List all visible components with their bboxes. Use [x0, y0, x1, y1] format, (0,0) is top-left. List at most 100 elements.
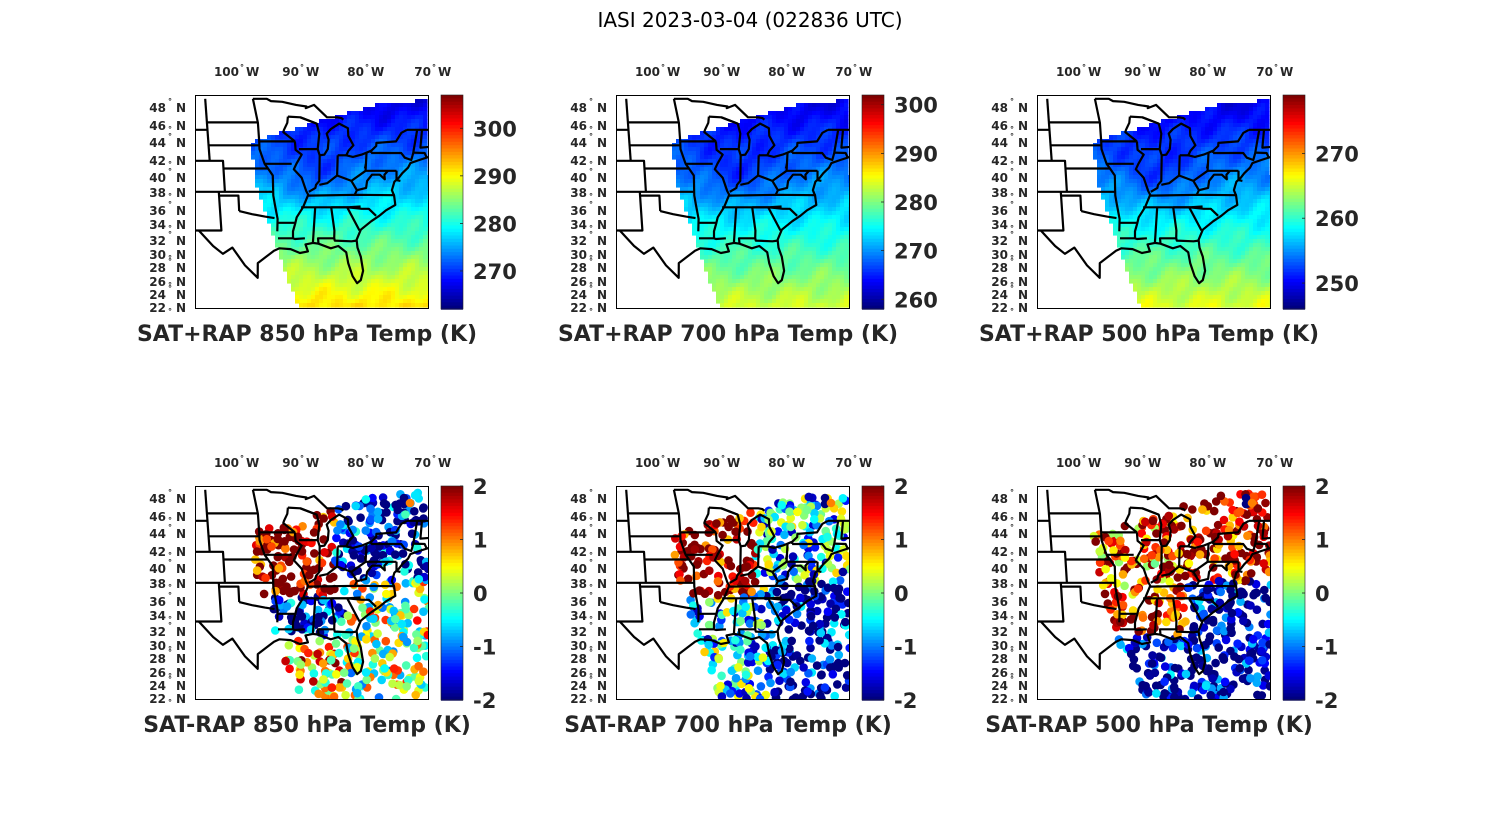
field-cell: [423, 207, 428, 212]
field-cell: [407, 247, 412, 252]
field-cell: [740, 219, 745, 224]
field-cell: [732, 279, 737, 284]
field-cell: [784, 279, 789, 284]
lat-tick-suffix: N: [597, 248, 607, 262]
field-cell: [351, 263, 356, 268]
field-cell: [788, 239, 793, 244]
field-cell: [387, 287, 392, 292]
field-cell: [756, 235, 761, 240]
field-cell: [303, 235, 308, 240]
field-cell: [764, 131, 769, 136]
field-cell: [251, 151, 256, 156]
field-cell: [427, 219, 429, 224]
field-cell: [383, 259, 388, 264]
field-cell: [760, 203, 765, 208]
lon-tick-suffix: W: [438, 65, 451, 79]
field-cell: [728, 187, 733, 192]
field-cell: [1153, 175, 1158, 180]
field-cell: [1233, 119, 1238, 124]
field-cell: [411, 131, 416, 136]
field-cell: [1257, 183, 1262, 188]
field-cell: [379, 299, 384, 304]
field-cell: [1173, 127, 1178, 132]
field-cell: [812, 215, 817, 220]
field-cell: [395, 155, 400, 160]
field-cell: [1153, 123, 1158, 128]
field-cell: [367, 231, 372, 236]
field-cell: [367, 155, 372, 160]
field-cell: [279, 215, 284, 220]
field-cell: [299, 159, 304, 164]
field-cell: [411, 243, 416, 248]
field-cell: [307, 279, 312, 284]
colorbar-swatch: [441, 272, 463, 277]
field-cell: [1205, 111, 1210, 116]
field-cell: [1241, 139, 1246, 144]
field-cell: [800, 107, 805, 112]
field-cell: [275, 159, 280, 164]
field-cell: [271, 231, 276, 236]
field-cell: [1265, 107, 1270, 112]
field-cell: [820, 195, 825, 200]
field-cell: [816, 167, 821, 172]
field-cell: [804, 299, 809, 304]
field-cell: [716, 243, 721, 248]
field-cell: [1193, 147, 1198, 152]
field-cell: [419, 111, 424, 116]
field-cell: [772, 199, 777, 204]
colorbar-swatch: [862, 98, 884, 103]
field-cell: [748, 287, 753, 292]
field-cell: [307, 151, 312, 156]
field-cell: [784, 107, 789, 112]
field-cell: [816, 295, 821, 300]
field-cell: [736, 275, 741, 280]
field-cell: [768, 175, 773, 180]
degree-symbol: °: [168, 192, 172, 201]
field-cell: [1193, 119, 1198, 124]
colorbar-swatch: [441, 205, 463, 210]
field-cell: [848, 191, 850, 196]
field-cell: [724, 271, 729, 276]
field-cell: [423, 163, 428, 168]
field-cell: [772, 151, 777, 156]
degree-symbol: °: [432, 63, 436, 72]
field-cell: [796, 155, 801, 160]
field-cell: [712, 263, 717, 268]
field-cell: [688, 187, 693, 192]
field-cell: [764, 247, 769, 252]
field-cell: [403, 135, 408, 140]
lat-tick-suffix: N: [597, 171, 607, 185]
field-cell: [1249, 159, 1254, 164]
field-cell: [816, 143, 821, 148]
field-cell: [744, 207, 749, 212]
field-cell: [744, 135, 749, 140]
field-cell: [732, 163, 737, 168]
field-cell: [363, 187, 368, 192]
field-cell: [347, 131, 352, 136]
field-cell: [411, 227, 416, 232]
field-cell: [748, 211, 753, 216]
field-cell: [427, 271, 429, 276]
field-cell: [403, 143, 408, 148]
field-cell: [303, 143, 308, 148]
field-cell: [716, 227, 721, 232]
field-cell: [696, 155, 701, 160]
field-cell: [716, 283, 721, 288]
field-cell: [407, 131, 412, 136]
field-cell: [824, 163, 829, 168]
field-cell: [395, 131, 400, 136]
field-cell: [1265, 135, 1270, 140]
field-cell: [824, 271, 829, 276]
field-cell: [1189, 119, 1194, 124]
field-cell: [1169, 147, 1174, 152]
field-cell: [1177, 183, 1182, 188]
field-cell: [335, 187, 340, 192]
field-cell: [804, 275, 809, 280]
field-cell: [1185, 115, 1190, 120]
field-cell: [255, 159, 260, 164]
field-cell: [331, 127, 336, 132]
field-cell: [1237, 155, 1242, 160]
field-cell: [840, 291, 845, 296]
field-cell: [375, 219, 380, 224]
field-cell: [800, 223, 805, 228]
